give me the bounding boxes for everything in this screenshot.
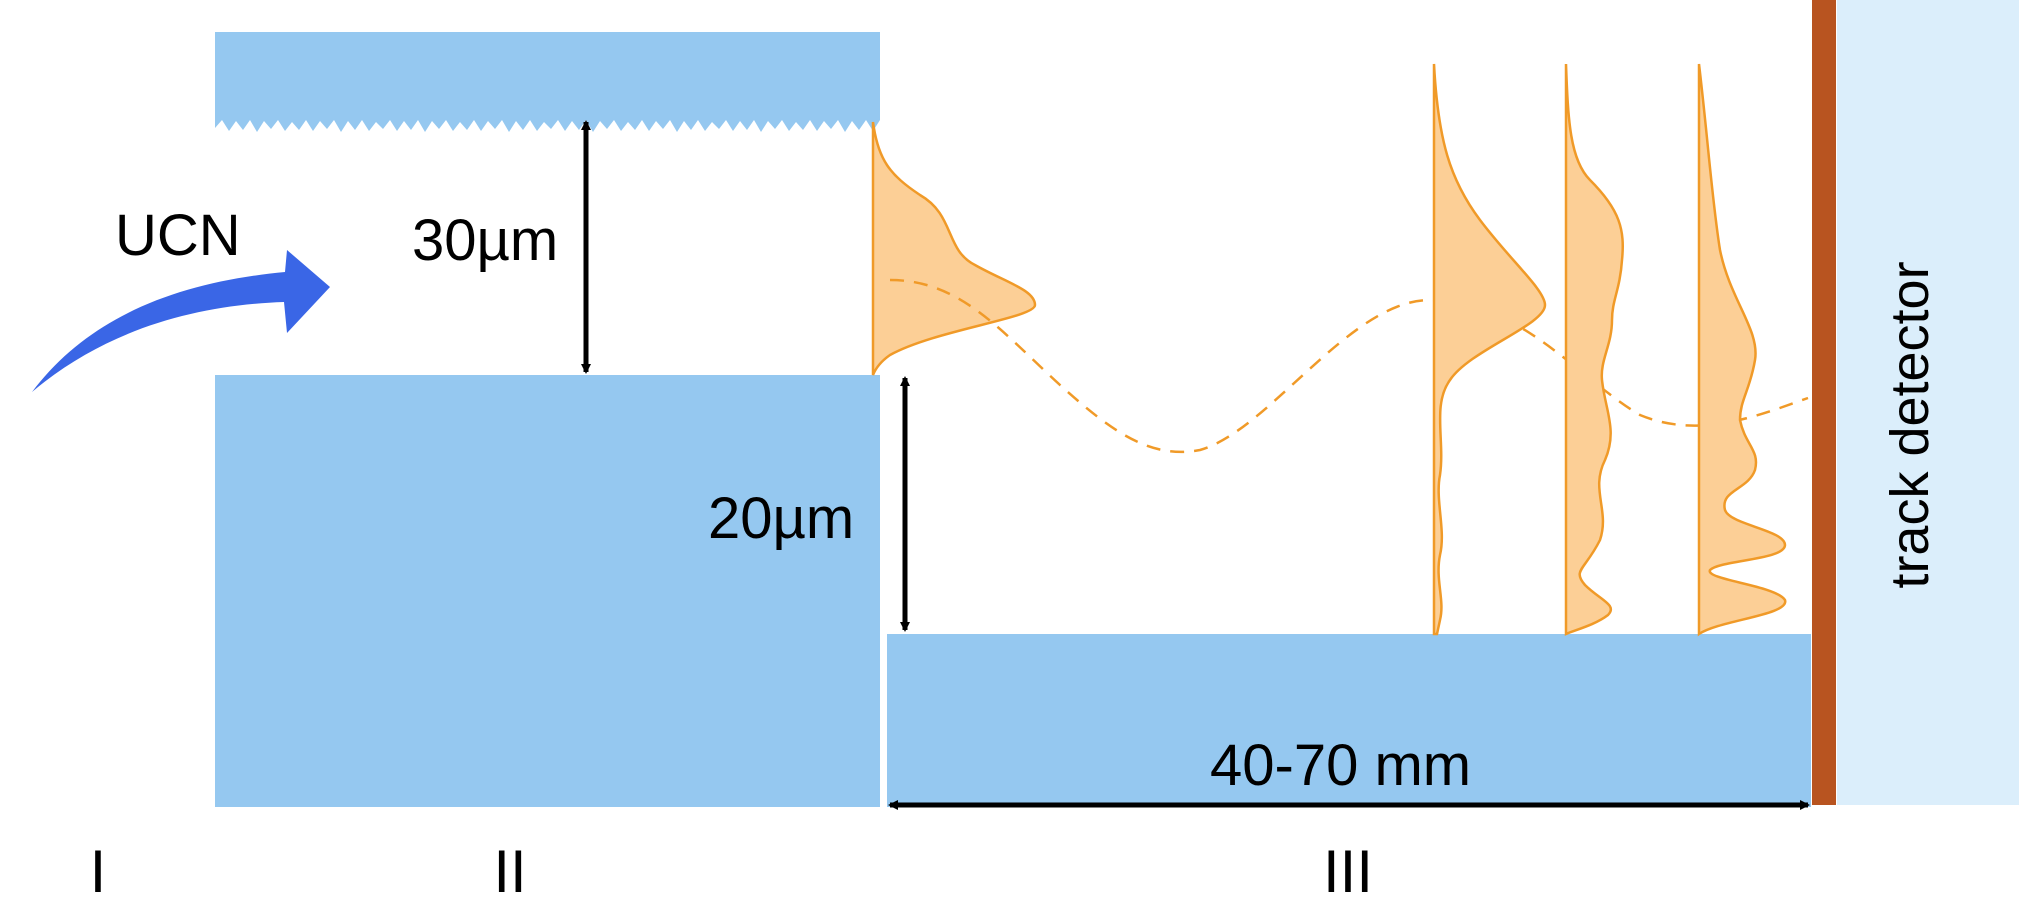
length-dimension-label: 40-70 mm xyxy=(1210,733,1471,798)
region-label-1: I xyxy=(90,838,107,897)
bottom-mirror-region-2 xyxy=(215,375,880,807)
trajectory-dashed xyxy=(889,278,1809,454)
wavefunction-3 xyxy=(1697,63,1787,637)
wavefunction-1 xyxy=(1432,63,1547,636)
detector-panel xyxy=(1837,0,2019,805)
ucn-label: UCN xyxy=(115,203,241,268)
wavefunction-2 xyxy=(1564,63,1624,636)
bottom-mirror-region-3 xyxy=(887,634,1811,807)
detector-label: track detector xyxy=(1880,261,1940,588)
wavefunction-step xyxy=(871,121,1037,376)
gap-dimension-label: 30µm xyxy=(412,208,558,273)
ucn-arrow xyxy=(32,250,330,392)
step-dimension-label: 20µm xyxy=(708,486,854,551)
detector-edge xyxy=(1812,0,1836,805)
region-label-2: II xyxy=(493,838,526,897)
rough-absorber xyxy=(215,32,880,132)
region-label-3: III xyxy=(1323,838,1373,897)
